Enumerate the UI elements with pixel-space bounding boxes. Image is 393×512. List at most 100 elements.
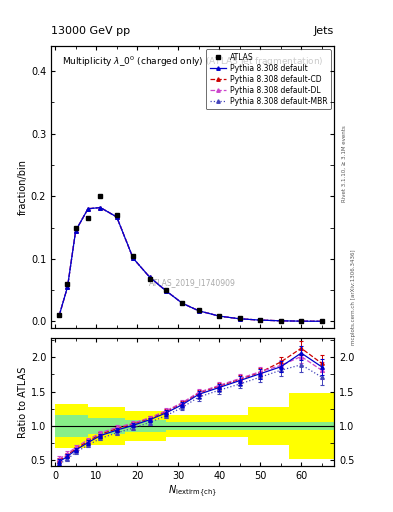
Pythia 8.308 default-MBR	[131, 255, 136, 261]
Pythia 8.308 default-MBR	[258, 317, 263, 323]
Pythia 8.308 default	[278, 318, 283, 324]
Pythia 8.308 default	[65, 284, 70, 290]
ATLAS	[163, 287, 168, 293]
X-axis label: $N_\mathrm{lextirm\{ch\}}$: $N_\mathrm{lextirm\{ch\}}$	[168, 483, 217, 500]
Pythia 8.308 default-MBR	[196, 308, 201, 314]
Pythia 8.308 default-MBR	[57, 312, 62, 318]
ATLAS	[65, 281, 70, 287]
ATLAS	[320, 318, 324, 325]
Pythia 8.308 default	[196, 308, 201, 314]
ATLAS	[258, 316, 263, 323]
ATLAS	[86, 215, 90, 221]
Pythia 8.308 default-MBR	[98, 204, 103, 210]
Pythia 8.308 default-CD	[86, 206, 90, 212]
Line: Pythia 8.308 default-MBR: Pythia 8.308 default-MBR	[57, 206, 323, 323]
ATLAS	[196, 307, 201, 313]
Pythia 8.308 default-MBR	[217, 313, 222, 319]
Pythia 8.308 default-DL	[114, 214, 119, 220]
Text: Multiplicity $\lambda\_0^0$ (charged only) (ATLAS jet fragmentation): Multiplicity $\lambda\_0^0$ (charged onl…	[62, 55, 324, 69]
Text: mcplots.cern.ch [arXiv:1306.3436]: mcplots.cern.ch [arXiv:1306.3436]	[351, 249, 356, 345]
Line: Pythia 8.308 default-DL: Pythia 8.308 default-DL	[57, 206, 323, 323]
ATLAS	[237, 315, 242, 322]
Line: Pythia 8.308 default-CD: Pythia 8.308 default-CD	[57, 206, 323, 323]
Pythia 8.308 default-DL	[86, 206, 90, 212]
Pythia 8.308 default-CD	[180, 300, 185, 306]
Pythia 8.308 default	[147, 274, 152, 280]
Pythia 8.308 default-DL	[196, 308, 201, 314]
ATLAS	[57, 312, 62, 318]
Pythia 8.308 default-MBR	[237, 316, 242, 322]
Pythia 8.308 default-CD	[98, 204, 103, 210]
ATLAS	[278, 318, 283, 324]
Pythia 8.308 default-MBR	[180, 300, 185, 306]
Text: Rivet 3.1.10, ≥ 3.1M events: Rivet 3.1.10, ≥ 3.1M events	[342, 125, 347, 202]
ATLAS	[299, 318, 304, 324]
Pythia 8.308 default-DL	[237, 316, 242, 322]
Pythia 8.308 default	[180, 300, 185, 306]
Y-axis label: Ratio to ATLAS: Ratio to ATLAS	[18, 366, 28, 438]
ATLAS	[217, 313, 222, 319]
Pythia 8.308 default-DL	[147, 274, 152, 280]
Pythia 8.308 default	[114, 214, 119, 220]
Pythia 8.308 default	[237, 316, 242, 322]
Pythia 8.308 default-CD	[163, 288, 168, 294]
Pythia 8.308 default-MBR	[86, 206, 90, 212]
Pythia 8.308 default-CD	[73, 228, 78, 234]
Pythia 8.308 default-MBR	[147, 274, 152, 280]
Pythia 8.308 default-CD	[237, 316, 242, 322]
Pythia 8.308 default-CD	[299, 318, 304, 324]
Pythia 8.308 default-DL	[299, 318, 304, 324]
Pythia 8.308 default-MBR	[299, 318, 304, 324]
Pythia 8.308 default-CD	[278, 318, 283, 324]
Pythia 8.308 default-CD	[65, 284, 70, 290]
Pythia 8.308 default-DL	[98, 204, 103, 210]
Pythia 8.308 default	[320, 318, 324, 325]
Pythia 8.308 default	[217, 313, 222, 319]
Pythia 8.308 default-DL	[258, 317, 263, 323]
Line: ATLAS: ATLAS	[57, 194, 324, 324]
Legend: ATLAS, Pythia 8.308 default, Pythia 8.308 default-CD, Pythia 8.308 default-DL, P: ATLAS, Pythia 8.308 default, Pythia 8.30…	[206, 49, 331, 110]
Pythia 8.308 default-CD	[57, 312, 62, 318]
Pythia 8.308 default	[299, 318, 304, 324]
Pythia 8.308 default-DL	[320, 318, 324, 325]
Pythia 8.308 default	[163, 288, 168, 294]
Pythia 8.308 default-CD	[147, 274, 152, 280]
Pythia 8.308 default-DL	[131, 255, 136, 261]
Pythia 8.308 default-CD	[320, 318, 324, 325]
Pythia 8.308 default-CD	[114, 214, 119, 220]
Pythia 8.308 default	[131, 255, 136, 261]
Pythia 8.308 default	[73, 228, 78, 234]
Pythia 8.308 default-MBR	[65, 284, 70, 290]
Pythia 8.308 default	[98, 204, 103, 210]
ATLAS	[73, 224, 78, 230]
Text: ATLAS_2019_I1740909: ATLAS_2019_I1740909	[149, 278, 236, 287]
Pythia 8.308 default-DL	[217, 313, 222, 319]
Pythia 8.308 default	[57, 312, 62, 318]
Pythia 8.308 default-DL	[180, 300, 185, 306]
Pythia 8.308 default-CD	[196, 308, 201, 314]
ATLAS	[98, 193, 103, 199]
Pythia 8.308 default-MBR	[114, 214, 119, 220]
ATLAS	[147, 276, 152, 282]
ATLAS	[114, 212, 119, 218]
ATLAS	[180, 300, 185, 306]
Line: Pythia 8.308 default: Pythia 8.308 default	[57, 206, 323, 323]
ATLAS	[131, 252, 136, 259]
Pythia 8.308 default-CD	[258, 317, 263, 323]
Pythia 8.308 default-MBR	[320, 318, 324, 325]
Pythia 8.308 default	[86, 206, 90, 212]
Pythia 8.308 default	[258, 317, 263, 323]
Pythia 8.308 default-CD	[217, 313, 222, 319]
Text: Jets: Jets	[314, 26, 334, 36]
Pythia 8.308 default-DL	[65, 284, 70, 290]
Text: 13000 GeV pp: 13000 GeV pp	[51, 26, 130, 36]
Pythia 8.308 default-DL	[73, 228, 78, 234]
Pythia 8.308 default-MBR	[73, 228, 78, 234]
Pythia 8.308 default-MBR	[163, 288, 168, 294]
Y-axis label: fraction/bin: fraction/bin	[18, 159, 28, 215]
Pythia 8.308 default-DL	[57, 312, 62, 318]
Pythia 8.308 default-DL	[163, 288, 168, 294]
Pythia 8.308 default-MBR	[278, 318, 283, 324]
Pythia 8.308 default-DL	[278, 318, 283, 324]
Pythia 8.308 default-CD	[131, 255, 136, 261]
